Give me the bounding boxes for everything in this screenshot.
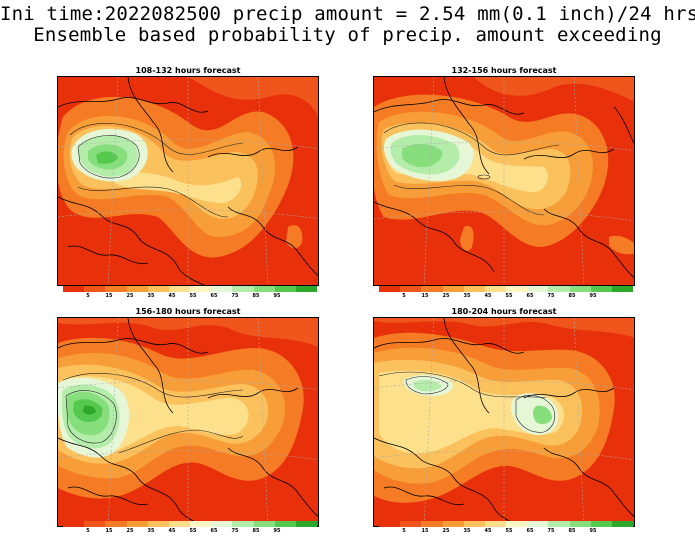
colorbar-swatches [379,286,634,292]
colorbar-label: 75 [231,293,239,299]
colorbar-label: 15 [421,293,429,299]
colorbar-label: 55 [189,528,197,534]
colorbar-label: 85 [568,528,576,534]
colorbar-label: 45 [168,528,176,534]
panel-title: 108-132 hours forecast [135,66,241,75]
colorbar-label: 45 [168,293,176,299]
colorbar-label: 35 [147,293,155,299]
colorbar-label: 5 [86,293,90,299]
map-svg [374,318,634,526]
colorbar-label: 65 [210,293,218,299]
colorbar-label: 65 [210,528,218,534]
header-title-line2: Ensemble based probability of precip. am… [33,24,662,46]
forecast-panel-108-132: 108-132 hours forecast [57,66,319,286]
colorbar-label: 15 [105,528,113,534]
colorbar-label: 15 [105,293,113,299]
colorbar: 5 15 25 35 45 55 65 75 85 95 [379,521,634,535]
colorbar-label: 25 [442,528,450,534]
colorbar-label: 75 [547,293,555,299]
colorbar-label: 65 [526,293,534,299]
panel-title: 180-204 hours forecast [451,307,557,316]
colorbar-label: 5 [402,528,406,534]
colorbar-label: 85 [568,293,576,299]
forecast-panel-132-156: 132-156 hours forecast [373,66,635,286]
colorbar-label: 95 [273,293,281,299]
colorbar-label: 65 [526,528,534,534]
probability-map [57,317,319,527]
colorbar-label: 5 [86,528,90,534]
panel-title: 156-180 hours forecast [135,307,241,316]
colorbar-label: 45 [484,293,492,299]
colorbar: 5 15 25 35 45 55 65 75 85 95 [63,286,318,300]
probability-map [57,76,319,286]
colorbar-swatches [379,521,634,527]
header-title-line1: Ini time:2022082500 precip amount = 2.54… [0,3,695,25]
colorbar-swatches [63,286,318,292]
colorbar-label: 85 [252,293,260,299]
colorbar-label: 45 [484,528,492,534]
colorbar: 5 15 25 35 45 55 65 75 85 95 [63,521,318,535]
colorbar-label: 15 [421,528,429,534]
colorbar-swatches [63,521,318,527]
map-svg [374,77,634,285]
colorbar-label: 25 [126,528,134,534]
colorbar-label: 35 [463,528,471,534]
colorbar-label: 95 [589,293,597,299]
colorbar-label: 35 [463,293,471,299]
colorbar-label: 25 [126,293,134,299]
panel-title: 132-156 hours forecast [451,66,557,75]
colorbar-label: 55 [505,528,513,534]
colorbar-label: 95 [273,528,281,534]
forecast-panel-180-204: 180-204 hours forecast [373,307,635,527]
colorbar: 5 15 25 35 45 55 65 75 85 95 [379,286,634,300]
colorbar-label: 85 [252,528,260,534]
map-svg [58,77,318,285]
colorbar-label: 75 [231,528,239,534]
colorbar-label: 25 [442,293,450,299]
probability-map [373,76,635,286]
map-svg [58,318,318,526]
colorbar-label: 55 [189,293,197,299]
colorbar-label: 75 [547,528,555,534]
probability-map [373,317,635,527]
colorbar-label: 35 [147,528,155,534]
forecast-panel-156-180: 156-180 hours forecast [57,307,319,527]
colorbar-label: 95 [589,528,597,534]
colorbar-label: 55 [505,293,513,299]
colorbar-label: 5 [402,293,406,299]
